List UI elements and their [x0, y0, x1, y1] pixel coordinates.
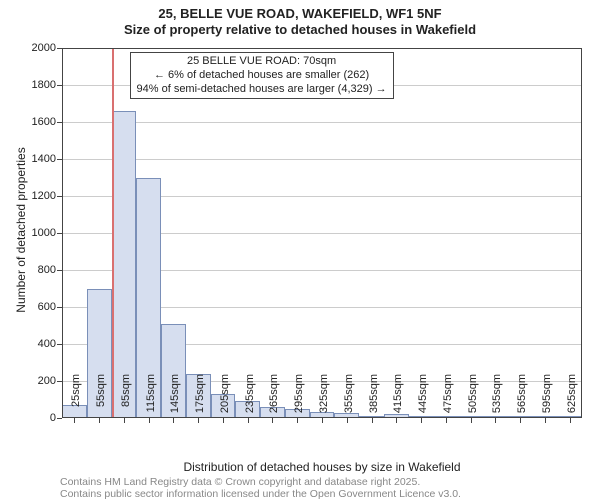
y-axis-title: Number of detached properties — [14, 147, 28, 312]
xtick-label: 235sqm — [244, 374, 256, 422]
xtick-label: 25sqm — [70, 374, 82, 422]
ytick-label: 400 — [38, 338, 62, 350]
xtick-label: 295sqm — [293, 374, 305, 422]
footer-line2: Contains public sector information licen… — [60, 488, 461, 500]
ytick-label: 1000 — [32, 227, 62, 239]
xtick-label: 475sqm — [442, 374, 454, 422]
ytick-label: 600 — [38, 301, 62, 313]
ytick-label: 1600 — [32, 116, 62, 128]
xtick-label: 565sqm — [516, 374, 528, 422]
xtick-label: 115sqm — [145, 374, 157, 422]
xtick-label: 55sqm — [95, 374, 107, 422]
ytick-label: 1200 — [32, 190, 62, 202]
xtick-label: 505sqm — [467, 374, 479, 422]
ytick-label: 1400 — [32, 153, 62, 165]
chart-title-line2: Size of property relative to detached ho… — [0, 22, 600, 37]
plot-area: 25 BELLE VUE ROAD: 70sqm ← 6% of detache… — [62, 48, 582, 418]
ytick-label: 0 — [50, 412, 62, 424]
ytick-label: 200 — [38, 375, 62, 387]
xtick-label: 535sqm — [491, 374, 503, 422]
xtick-label: 595sqm — [541, 374, 553, 422]
xtick-label: 145sqm — [169, 374, 181, 422]
ytick-label: 800 — [38, 264, 62, 276]
xtick-label: 85sqm — [120, 374, 132, 422]
xtick-label: 175sqm — [194, 374, 206, 422]
ytick-label: 2000 — [32, 42, 62, 54]
xtick-label: 625sqm — [566, 374, 578, 422]
xtick-label: 385sqm — [368, 374, 380, 422]
xtick-label: 415sqm — [392, 374, 404, 422]
xtick-label: 265sqm — [268, 374, 280, 422]
footer-line1: Contains HM Land Registry data © Crown c… — [60, 476, 420, 488]
x-axis-title: Distribution of detached houses by size … — [62, 460, 582, 474]
xtick-label: 325sqm — [318, 374, 330, 422]
xtick-label: 205sqm — [219, 374, 231, 422]
ytick-label: 1800 — [32, 79, 62, 91]
xtick-label: 355sqm — [343, 374, 355, 422]
chart-title-line1: 25, BELLE VUE ROAD, WAKEFIELD, WF1 5NF — [0, 6, 600, 21]
xtick-label: 445sqm — [417, 374, 429, 422]
plot-border — [62, 48, 582, 418]
